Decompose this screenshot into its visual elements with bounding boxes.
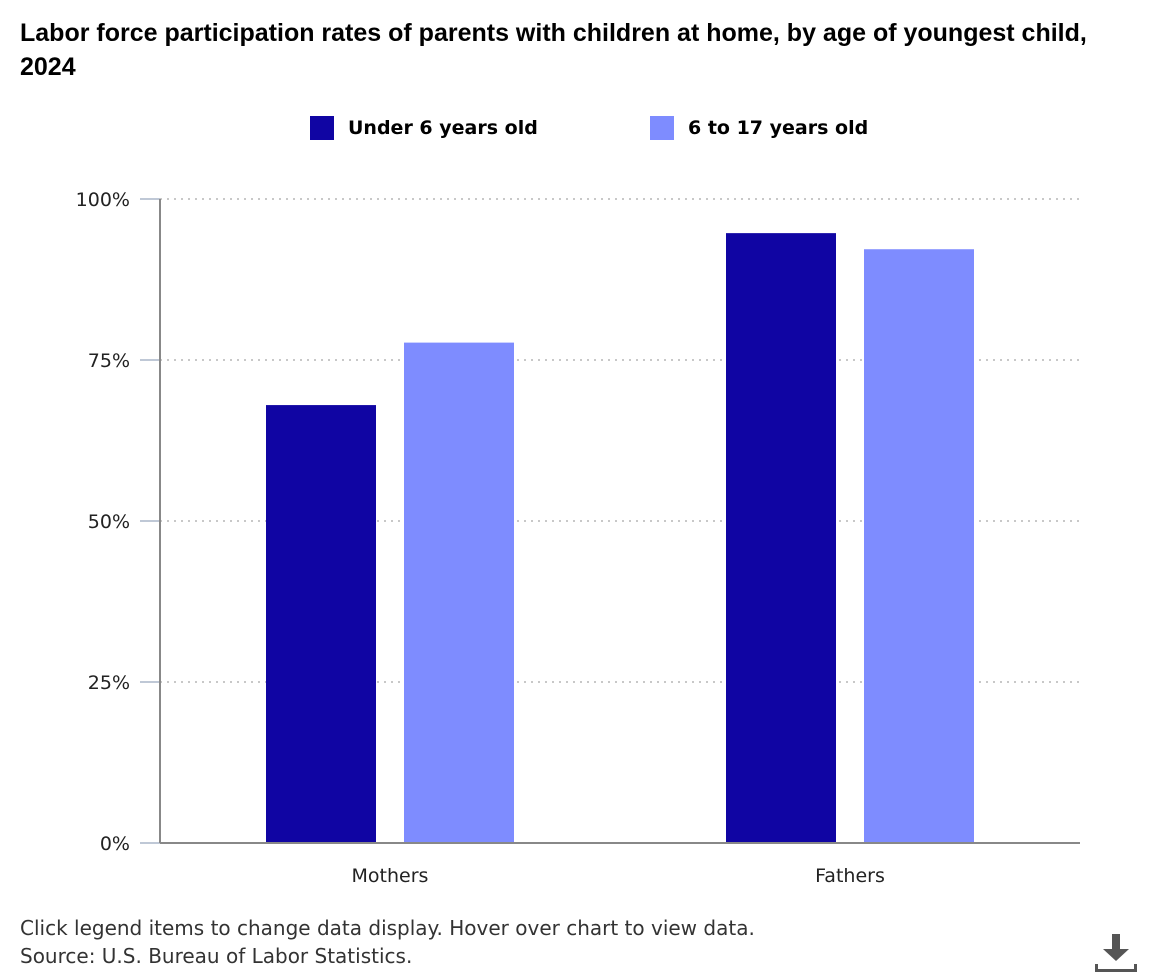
legend-swatch-6-to-17 (650, 116, 674, 140)
legend-label-6-to-17: 6 to 17 years old (688, 117, 869, 139)
legend-item-6-to-17[interactable]: 6 to 17 years old (650, 114, 868, 142)
y-tick-label: 50% (88, 511, 130, 533)
chart-legend: Under 6 years old 6 to 17 years old (0, 114, 1160, 144)
legend-item-under-6[interactable]: Under 6 years old (310, 114, 538, 142)
download-icon (1095, 934, 1137, 972)
download-button[interactable] (1093, 932, 1137, 976)
y-tick-label: 0% (100, 833, 130, 855)
bar[interactable] (726, 233, 836, 843)
legend-label-under-6: Under 6 years old (348, 117, 538, 139)
bar[interactable] (864, 249, 974, 843)
y-tick-label: 75% (88, 350, 130, 372)
bar-chart[interactable]: 0% 25% 50% 75% 100% Mothers Fathers (0, 170, 1160, 900)
chart-footer: Click legend items to change data displa… (20, 914, 755, 970)
legend-swatch-under-6 (310, 116, 334, 140)
bar[interactable] (404, 342, 514, 843)
chart-title: Labor force participation rates of paren… (20, 19, 1087, 81)
bar[interactable] (266, 405, 376, 843)
footer-source: Source: U.S. Bureau of Labor Statistics. (20, 944, 413, 968)
footer-note: Click legend items to change data displa… (20, 916, 755, 940)
y-tick-label: 25% (88, 672, 130, 694)
x-tick-label: Fathers (815, 865, 885, 887)
x-tick-label: Mothers (352, 865, 429, 887)
y-tick-label: 100% (76, 189, 130, 211)
